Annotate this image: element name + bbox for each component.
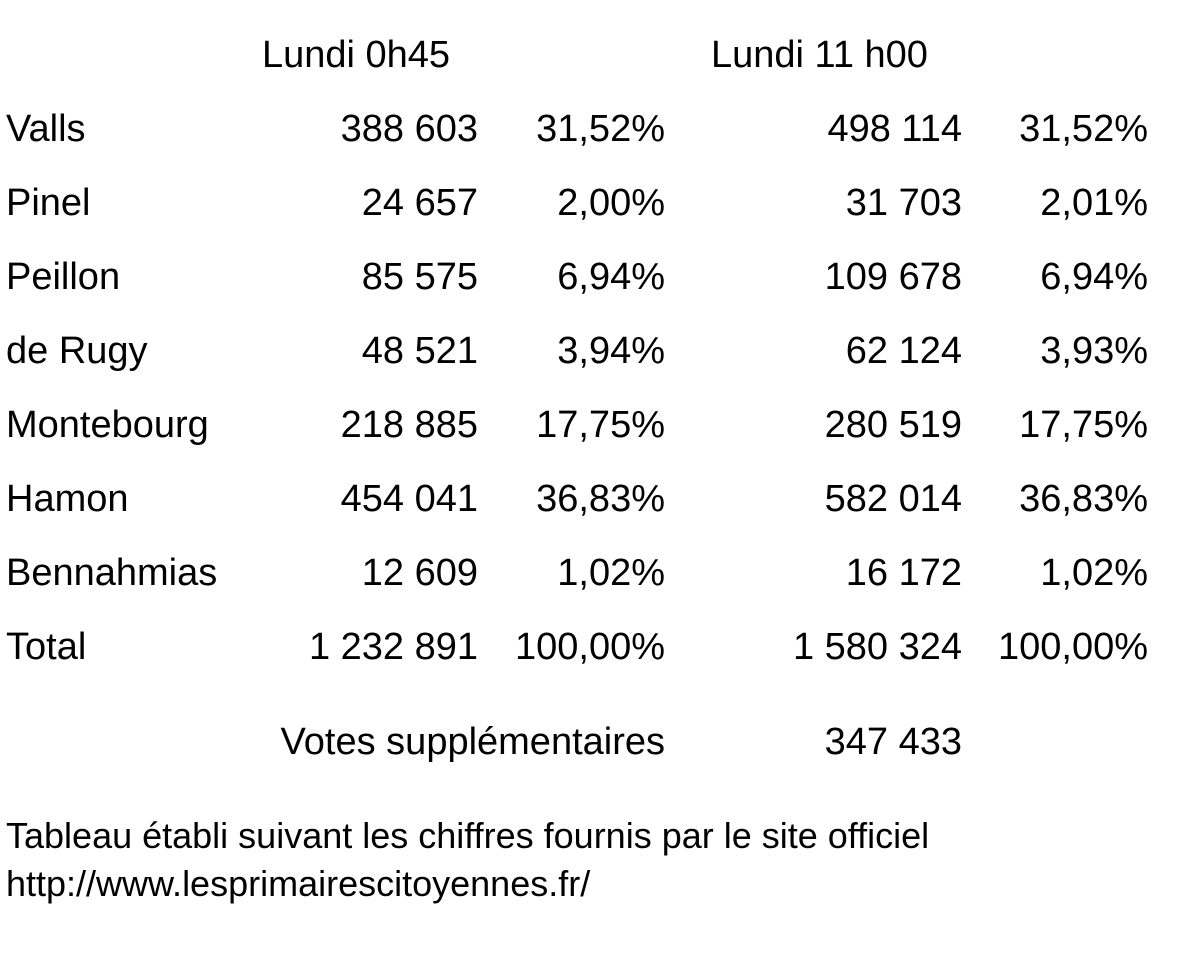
percent-11h00: 2,01% (1040, 182, 1148, 224)
votes-0h45: 218 885 (340, 404, 478, 446)
percent-0h45: 1,02% (557, 552, 665, 594)
percent-11h00: 3,93% (1040, 330, 1148, 372)
percent-0h45: 2,00% (557, 182, 665, 224)
votes-11h00: 16 172 (845, 552, 962, 594)
percent-11h00: 31,52% (1019, 108, 1148, 150)
votes-0h45: 388 603 (340, 108, 478, 150)
source-url: http://www.lesprimairescitoyennes.fr/ (6, 863, 591, 904)
votes-11h00: 1 580 324 (792, 626, 962, 668)
candidate-name: Bennahmias (6, 552, 218, 594)
votes-0h45: 1 232 891 (308, 626, 478, 668)
header-lundi-0h45: Lundi 0h45 (262, 34, 451, 76)
votes-11h00: 109 678 (824, 256, 962, 298)
extra-votes-label: Votes supplémentaires (280, 721, 665, 763)
percent-0h45: 31,52% (536, 108, 665, 150)
candidate-name: Montebourg (6, 404, 209, 446)
candidate-name: Pinel (6, 182, 91, 224)
percent-11h00: 17,75% (1019, 404, 1148, 446)
percent-11h00: 36,83% (1019, 478, 1148, 520)
percent-0h45: 3,94% (557, 330, 665, 372)
source-note: Tableau établi suivant les chiffres four… (6, 815, 930, 856)
votes-11h00: 280 519 (824, 404, 962, 446)
candidate-name: Total (6, 626, 87, 668)
header-lundi-11h00: Lundi 11 h00 (711, 34, 928, 76)
percent-11h00: 6,94% (1040, 256, 1148, 298)
votes-11h00: 582 014 (824, 478, 962, 520)
votes-0h45: 454 041 (340, 478, 478, 520)
candidate-name: Peillon (6, 256, 121, 298)
votes-0h45: 85 575 (361, 256, 478, 298)
votes-0h45: 12 609 (361, 552, 478, 594)
percent-0h45: 17,75% (536, 404, 665, 446)
percent-0h45: 100,00% (514, 626, 665, 668)
votes-0h45: 48 521 (361, 330, 478, 372)
percent-0h45: 36,83% (536, 478, 665, 520)
votes-11h00: 498 114 (827, 108, 962, 150)
votes-11h00: 62 124 (845, 330, 962, 372)
candidate-name: Hamon (6, 478, 129, 520)
percent-0h45: 6,94% (557, 256, 665, 298)
extra-votes-value: 347 433 (824, 721, 962, 763)
votes-11h00: 31 703 (845, 182, 962, 224)
percent-11h00: 1,02% (1040, 552, 1148, 594)
votes-0h45: 24 657 (361, 182, 478, 224)
candidate-name: Valls (6, 108, 86, 150)
percent-11h00: 100,00% (997, 626, 1148, 668)
candidate-name: de Rugy (6, 330, 148, 372)
